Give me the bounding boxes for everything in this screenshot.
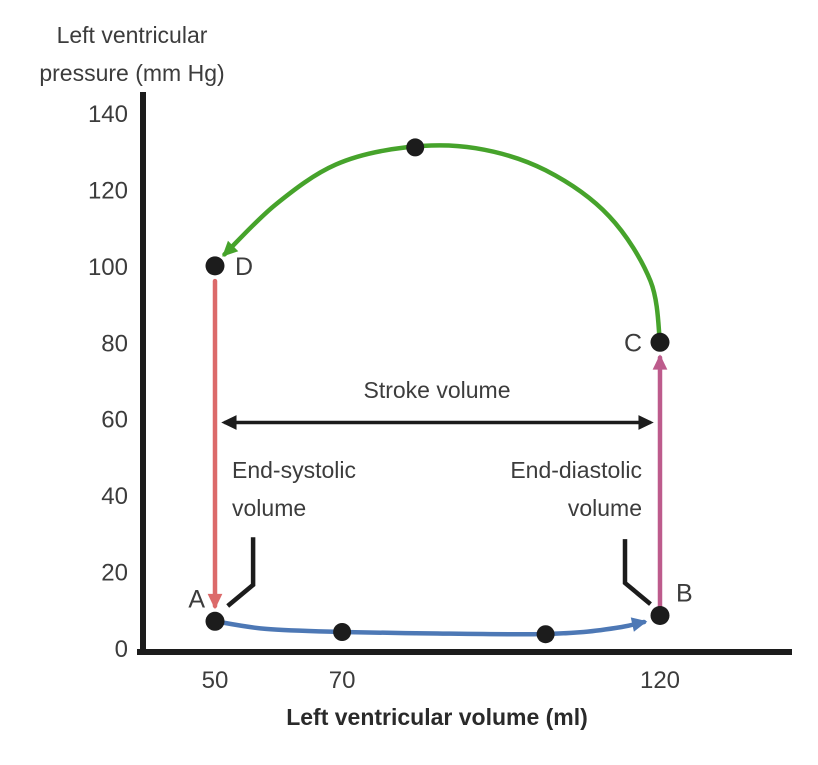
point-D-label: D (235, 253, 253, 281)
x-tick-label: 50 (202, 667, 229, 694)
end-systolic-volume-label: End-systolic volume (232, 457, 356, 521)
y-tick-label: 140 (88, 101, 128, 128)
x-tick-label: 70 (329, 667, 356, 694)
y-axis-title: Left ventricular pressure (mm Hg) (39, 22, 225, 86)
stroke-volume-label: Stroke volume (363, 377, 511, 403)
x-axis-title: Left ventricular volume (ml) (286, 704, 588, 730)
y-tick-label: 40 (101, 483, 128, 510)
point-C-label: C (624, 329, 642, 357)
y-tick-label: 0 (115, 636, 128, 663)
point-A-label: A (188, 585, 205, 613)
point-A-dot (205, 611, 225, 631)
y-tick-label: 80 (101, 330, 128, 357)
point-B-dot (650, 606, 670, 625)
y-tick-label: 120 (88, 177, 128, 204)
curve-dot (536, 625, 555, 644)
point-D-dot (205, 256, 225, 276)
point-C-dot (650, 332, 670, 352)
curve-dot (406, 138, 425, 157)
diastolic-filling-curve (212, 617, 648, 637)
point-B-label: B (676, 580, 693, 608)
ventricular-ejection-curve (222, 143, 663, 345)
y-tick-label: 60 (101, 407, 128, 434)
end-diastolic-volume-label: End-diastolic volume (510, 457, 642, 521)
y-tick-label: 20 (101, 560, 128, 587)
curve-dot (333, 623, 352, 641)
y-tick-label: 100 (88, 254, 128, 281)
end-diastolic-pointer (622, 539, 652, 606)
x-tick-label: 120 (640, 667, 680, 694)
end-systolic-pointer (226, 537, 256, 608)
